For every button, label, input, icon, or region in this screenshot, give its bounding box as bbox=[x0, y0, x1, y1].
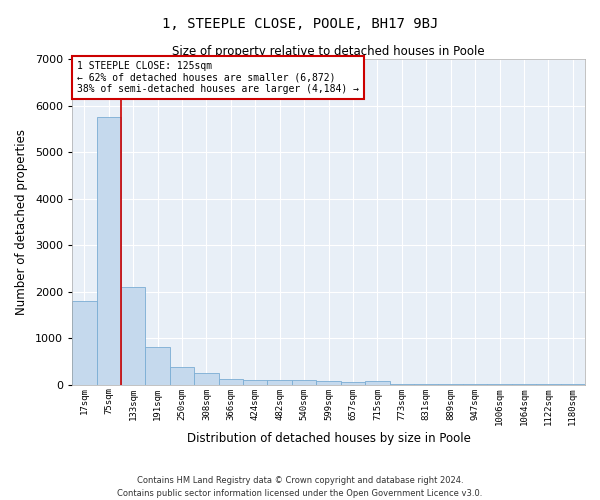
Text: 1, STEEPLE CLOSE, POOLE, BH17 9BJ: 1, STEEPLE CLOSE, POOLE, BH17 9BJ bbox=[162, 18, 438, 32]
Bar bbox=[218, 379, 243, 384]
Bar bbox=[145, 346, 170, 385]
Title: Size of property relative to detached houses in Poole: Size of property relative to detached ho… bbox=[172, 45, 485, 58]
Bar bbox=[170, 368, 194, 384]
Bar bbox=[268, 380, 292, 384]
Text: Contains HM Land Registry data © Crown copyright and database right 2024.
Contai: Contains HM Land Registry data © Crown c… bbox=[118, 476, 482, 498]
Bar bbox=[365, 381, 389, 384]
Bar bbox=[341, 382, 365, 384]
Text: 1 STEEPLE CLOSE: 125sqm
← 62% of detached houses are smaller (6,872)
38% of semi: 1 STEEPLE CLOSE: 125sqm ← 62% of detache… bbox=[77, 61, 359, 94]
Bar bbox=[194, 373, 218, 384]
Bar bbox=[243, 380, 268, 384]
Bar bbox=[316, 382, 341, 384]
Bar bbox=[72, 301, 97, 384]
Y-axis label: Number of detached properties: Number of detached properties bbox=[15, 129, 28, 315]
X-axis label: Distribution of detached houses by size in Poole: Distribution of detached houses by size … bbox=[187, 432, 470, 445]
Bar bbox=[292, 380, 316, 384]
Bar bbox=[97, 118, 121, 384]
Bar bbox=[121, 287, 145, 384]
